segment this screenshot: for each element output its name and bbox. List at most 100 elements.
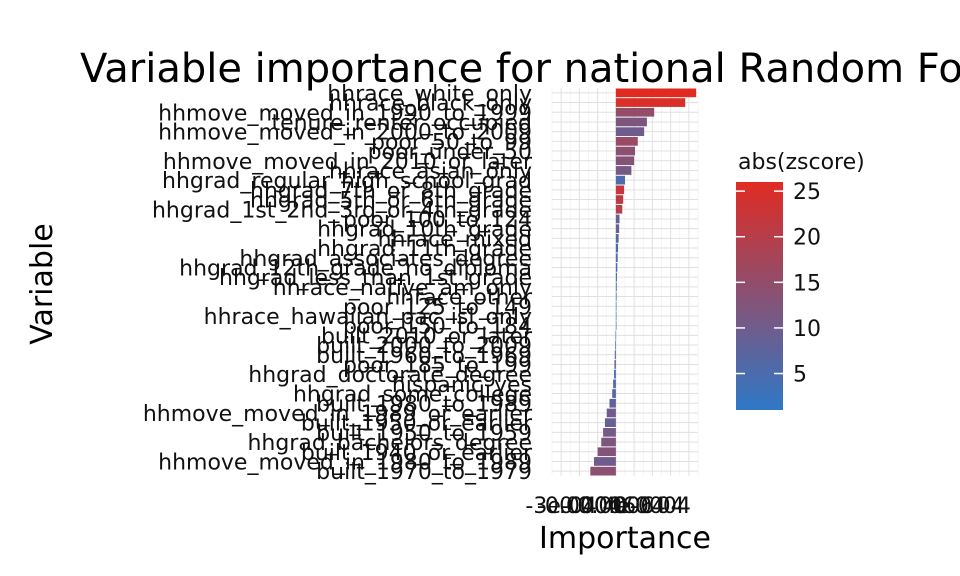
legend-tick-label: 5 xyxy=(793,363,807,388)
bar-hhrace_native_am_only xyxy=(615,282,617,292)
bar-poor_185_to_199 xyxy=(614,360,616,369)
bar-hhrace_black_only xyxy=(615,98,686,107)
bars xyxy=(590,88,697,476)
bar-hhmove_moved_in_1989_or_earlier xyxy=(606,408,616,418)
legend-tick-label: 25 xyxy=(793,180,821,205)
y-tick-label: built_1950_to_1959 xyxy=(316,421,532,446)
y-tick-label: poor_125_to_149 xyxy=(343,295,532,320)
bar-built_1940_or_earlier xyxy=(597,447,616,457)
bar-hhrace_other xyxy=(615,292,617,301)
y-tick-label: built_1940_or_earlier xyxy=(301,441,533,466)
y-tick-label: hhgrad_doctorate_degree xyxy=(248,363,532,388)
y-tick-label: hhgrad_11th_grade xyxy=(317,237,532,262)
bar-hhgrad_associates_degree xyxy=(615,253,618,263)
y-tick-label: hhrace_white_only xyxy=(327,82,532,107)
x-tick-label: 0.0006 xyxy=(559,494,636,519)
bar-hhrace_asian_only xyxy=(615,166,632,175)
bar-hhmove_moved_in_2000_to_2009 xyxy=(615,127,645,137)
y-tick-label: built_2000_to_2009 xyxy=(316,334,532,359)
y-tick-label: hhrace_asian_only xyxy=(329,159,532,184)
x-axis-title: Importance xyxy=(539,521,711,556)
chart-title: Variable importance for national Random … xyxy=(80,46,960,92)
bar-built_1960_to_1969 xyxy=(614,350,616,360)
y-tick-label: built_2010_or_later xyxy=(321,324,533,349)
y-tick-label: hhgrad_7th_or_8th_grade xyxy=(250,179,532,204)
y-tick-label: hhrace_black_only xyxy=(329,92,532,117)
bar-poor_125_to_149 xyxy=(615,301,617,311)
y-tick-label: hhrace_native_am_only xyxy=(273,276,532,301)
x-tick-label: 0.0004 xyxy=(614,494,691,519)
bar-hhgrad_bachelors_degree xyxy=(601,437,616,447)
bar-hhgrad_12th_grade_no_diploma xyxy=(615,263,618,272)
bar-built_2000_to_2009 xyxy=(615,340,616,350)
x-tick-label: -3e-04 xyxy=(525,494,596,519)
bar-hispanic_yes xyxy=(613,379,616,389)
legend-tick-label: 10 xyxy=(793,317,821,342)
x-tick-label: 0.0006 xyxy=(577,494,654,519)
legend-colorbar xyxy=(736,182,783,410)
legend-tick-label: 20 xyxy=(793,226,821,251)
y-tick-label: hhgrad_10th_grade xyxy=(317,218,532,243)
bar-hhgrad_11th_grade xyxy=(615,243,619,253)
y-tick-label: poor_150_to_184 xyxy=(343,315,532,340)
y-tick-label: hhmove_moved_in_1990_to_1999 xyxy=(158,101,532,126)
legend-title: abs(zscore) xyxy=(738,150,865,175)
bar-hhgrad_1st_2nd_3rd_or_4th_grade xyxy=(615,204,623,214)
bar-hhgrad_some_college xyxy=(612,389,616,398)
bar-hhrace_hawaiian_pac_isl_only xyxy=(615,311,617,321)
y-tick-label: hhgrad_1st_2nd_3rd_or_4th_grade xyxy=(152,198,532,223)
bar-built_1980_to_1989 xyxy=(609,398,616,408)
bar-built_2010_or_later xyxy=(615,330,617,340)
bar-hhgrad_10th_grade xyxy=(615,224,620,234)
bar-hhrace_mixed xyxy=(615,233,619,243)
y-tick-label: poor_50_to_99 xyxy=(371,130,532,155)
y-tick-label: tenure_renter_occupied xyxy=(271,111,532,136)
y-tick-label: hhmove_moved_in_1980_to_1989 xyxy=(158,450,532,475)
bar-tenure_renter_occupied xyxy=(615,117,647,127)
bar-built_1970_to_1979 xyxy=(590,466,616,476)
y-tick-label: poor_185_to_199 xyxy=(343,353,532,378)
bar-hhgrad_doctorate_degree xyxy=(614,369,616,379)
grid xyxy=(551,88,699,476)
bar-built_1950_or_earlier xyxy=(604,418,616,428)
color-legend: abs(zscore) 5 10 15 20 25 xyxy=(736,150,865,410)
y-tick-label: built_1960_to_1969 xyxy=(316,344,532,369)
bar-poor_50_to_99 xyxy=(615,136,638,146)
x-tick-label: 4e-04 xyxy=(602,494,665,519)
y-tick-label: hispanic_yes xyxy=(392,373,532,398)
bar-poor_150_to_184 xyxy=(615,321,617,331)
bar-hhgrad_less_than_1st_grade xyxy=(615,272,617,282)
y-tick-label: built_1980_to_1989 xyxy=(316,392,532,417)
y-tick-label: hhgrad_12th_grade_no_diploma xyxy=(179,256,532,281)
y-tick-label: hhrace_other xyxy=(386,286,533,311)
y-tick-label: hhgrad_5th_or_6th_grade xyxy=(250,189,532,214)
y-tick-label: poor_under_50 xyxy=(368,140,532,165)
bar-hhgrad_regular_high_school_grad xyxy=(615,175,625,185)
bar-hhgrad_5th_or_6th_grade xyxy=(615,195,624,204)
bar-poor_under_50 xyxy=(615,146,636,156)
y-tick-label: hhgrad_less_than_1st_grade xyxy=(219,266,532,291)
y-tick-label: hhrace_hawaiian_pac_isl_only xyxy=(204,305,532,330)
bar-hhrace_white_only xyxy=(615,88,697,98)
bar-hhgrad_7th_or_8th_grade xyxy=(615,185,625,195)
y-tick-label: hhmove_moved_in_2010_or_later xyxy=(163,150,533,175)
legend-tick-label: 15 xyxy=(793,271,821,296)
y-tick-label: hhgrad_bachelors_degree xyxy=(247,431,532,456)
legend-ticks: 5 10 15 20 25 xyxy=(736,180,821,388)
bar-hhmove_moved_in_1980_to_1989 xyxy=(593,457,616,466)
y-axis-title: Variable xyxy=(25,223,60,344)
y-tick-label: hhmove_moved_in_1989_or_earlier xyxy=(143,402,533,427)
bar-hhmove_moved_in_2010_or_later xyxy=(615,156,635,166)
x-tick-label: -0.0004 xyxy=(537,494,622,519)
y-tick-labels: hhrace_white_onlyhhrace_black_onlyhhmove… xyxy=(143,82,533,485)
y-tick-label: poor_100_to_124 xyxy=(343,208,532,233)
y-tick-label: hhgrad_some_college xyxy=(293,383,532,408)
y-tick-label: hhgrad_regular_high_school_grad xyxy=(162,169,532,194)
y-tick-label: hhgrad_associates_degree xyxy=(239,247,532,272)
bar-hhmove_moved_in_1990_to_1999 xyxy=(615,107,655,117)
y-tick-label: built_1970_to_1979 xyxy=(316,460,532,485)
y-tick-label: hhrace_mixed xyxy=(378,227,532,252)
x-tick-label: 04 xyxy=(657,494,685,519)
